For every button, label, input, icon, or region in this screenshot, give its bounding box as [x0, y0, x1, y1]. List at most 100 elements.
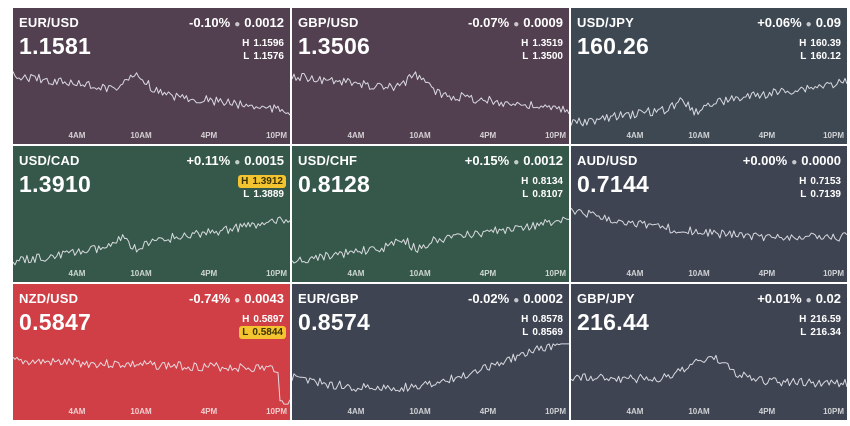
low-value: L 1.3500	[522, 51, 563, 62]
percent-change: -0.10%	[188, 15, 231, 30]
percent-change: +0.06%	[757, 15, 802, 30]
price-sparkline	[571, 354, 847, 388]
high-value: H 1.3519	[521, 38, 563, 49]
high-value: H 1.1596	[242, 38, 284, 49]
currency-tile-eur-gbp[interactable]: EUR/GBP -0.02% ● 0.0002 0.8574 H 0.8578 L 0.…	[292, 284, 569, 420]
sparkline-line	[13, 71, 290, 116]
axis-tick-10pm: 10PM	[823, 131, 844, 140]
axis-tick-4am: 4AM	[68, 407, 86, 416]
change-readout: +0.00% ● 0.0000	[743, 153, 841, 168]
sparkline-line	[292, 216, 569, 264]
pair-label: USD/CAD	[19, 153, 80, 168]
price-sparkline	[13, 356, 290, 405]
currency-tile-usd-jpy[interactable]: USD/JPY +0.06% ● 0.09 160.26 H 160.39 L 160.…	[571, 8, 847, 144]
change-readout: +0.15% ● 0.0012	[465, 153, 563, 168]
axis-tick-10am: 10AM	[130, 131, 152, 140]
sparkline-line	[13, 356, 290, 405]
axis-tick-4pm: 4PM	[758, 407, 776, 416]
change-readout: -0.02% ● 0.0002	[468, 291, 563, 306]
low-value: L 1.1576	[243, 51, 284, 62]
axis-tick-10am: 10AM	[688, 131, 710, 140]
currency-tile-usd-chf[interactable]: USD/CHF +0.15% ● 0.0012 0.8128 H 0.8134 L 0.…	[292, 146, 569, 282]
price-sparkline	[292, 216, 569, 264]
axis-tick-4pm: 4PM	[479, 131, 497, 140]
time-axis: 4AM 10AM 4PM 10PM	[13, 131, 290, 142]
axis-tick-10pm: 10PM	[545, 269, 566, 278]
sparkline-line	[13, 216, 290, 266]
axis-tick-10am: 10AM	[130, 407, 152, 416]
separator-dot-icon: ●	[791, 157, 798, 168]
axis-tick-4am: 4AM	[626, 131, 644, 140]
absolute-change: 0.0015	[244, 153, 284, 168]
axis-tick-4am: 4AM	[347, 131, 365, 140]
axis-tick-4pm: 4PM	[758, 269, 776, 278]
axis-tick-10pm: 10PM	[823, 407, 844, 416]
time-axis: 4AM 10AM 4PM 10PM	[571, 407, 847, 418]
percent-change: +0.00%	[742, 153, 788, 168]
pair-label: NZD/USD	[19, 291, 79, 306]
current-price: 0.7144	[577, 171, 650, 197]
sparkline-line	[571, 354, 847, 388]
axis-tick-4pm: 4PM	[200, 269, 218, 278]
axis-tick-4am: 4AM	[68, 131, 86, 140]
currency-tile-gbp-usd[interactable]: GBP/USD -0.07% ● 0.0009 1.3506 H 1.3519 L 1.…	[292, 8, 569, 144]
currency-tile-eur-usd[interactable]: EUR/USD -0.10% ● 0.0012 1.1581 H 1.1596 L 1.…	[13, 8, 290, 144]
price-sparkline	[571, 207, 847, 242]
absolute-change: 0.09	[815, 15, 841, 30]
time-axis: 4AM 10AM 4PM 10PM	[571, 269, 847, 280]
current-price: 216.44	[577, 309, 650, 335]
separator-dot-icon: ●	[234, 295, 241, 306]
axis-tick-4am: 4AM	[347, 269, 365, 278]
price-sparkline	[571, 77, 847, 127]
change-readout: -0.07% ● 0.0009	[468, 15, 563, 30]
currency-grid: EUR/USD -0.10% ● 0.0012 1.1581 H 1.1596 L 1.…	[13, 8, 847, 422]
separator-dot-icon: ●	[234, 19, 241, 30]
currency-tile-aud-usd[interactable]: AUD/USD +0.00% ● 0.0000 0.7144 H 0.7153 L 0.…	[571, 146, 847, 282]
change-readout: +0.01% ● 0.02	[757, 291, 841, 306]
currency-tile-usd-cad[interactable]: USD/CAD +0.11% ● 0.0015 1.3910 H 1.3912 L 1.…	[13, 146, 290, 282]
high-value: H 160.39	[799, 38, 841, 49]
axis-tick-10am: 10AM	[688, 269, 710, 278]
time-axis: 4AM 10AM 4PM 10PM	[292, 269, 569, 280]
change-readout: -0.10% ● 0.0012	[189, 15, 284, 30]
axis-tick-10pm: 10PM	[545, 131, 566, 140]
axis-tick-4pm: 4PM	[479, 269, 497, 278]
currency-tile-gbp-jpy[interactable]: GBP/JPY +0.01% ● 0.02 216.44 H 216.59 L 216.…	[571, 284, 847, 420]
percent-change: +0.11%	[186, 153, 231, 168]
pair-label: GBP/USD	[298, 15, 359, 30]
absolute-change: 0.0000	[801, 153, 841, 168]
percent-change: +0.01%	[757, 291, 802, 306]
pair-label: AUD/USD	[577, 153, 638, 168]
high-value: H 1.3912	[238, 175, 286, 188]
axis-tick-10am: 10AM	[688, 407, 710, 416]
low-value: L 1.3889	[243, 189, 284, 200]
pair-label: USD/CHF	[298, 153, 358, 168]
axis-tick-4am: 4AM	[626, 269, 644, 278]
change-readout: +0.11% ● 0.0015	[186, 153, 284, 168]
axis-tick-4pm: 4PM	[200, 131, 218, 140]
currency-tile-nzd-usd[interactable]: NZD/USD -0.74% ● 0.0043 0.5847 H 0.5897 L 0.…	[13, 284, 290, 420]
separator-dot-icon: ●	[513, 19, 520, 30]
price-sparkline	[292, 71, 569, 115]
current-price: 1.1581	[19, 33, 92, 59]
low-value: L 216.34	[800, 327, 841, 338]
change-readout: +0.06% ● 0.09	[757, 15, 841, 30]
separator-dot-icon: ●	[805, 19, 812, 30]
high-value: H 216.59	[799, 314, 841, 325]
time-axis: 4AM 10AM 4PM 10PM	[571, 131, 847, 142]
current-price: 0.5847	[19, 309, 92, 335]
high-value: H 0.7153	[799, 176, 841, 187]
time-axis: 4AM 10AM 4PM 10PM	[292, 407, 569, 418]
percent-change: +0.15%	[464, 153, 510, 168]
axis-tick-10pm: 10PM	[266, 131, 287, 140]
absolute-change: 0.0012	[244, 15, 284, 30]
separator-dot-icon: ●	[234, 157, 241, 168]
time-axis: 4AM 10AM 4PM 10PM	[13, 407, 290, 418]
low-value: L 0.8569	[522, 327, 563, 338]
axis-tick-4pm: 4PM	[758, 131, 776, 140]
absolute-change: 0.0043	[244, 291, 284, 306]
separator-dot-icon: ●	[513, 295, 520, 306]
axis-tick-10pm: 10PM	[823, 269, 844, 278]
price-sparkline	[292, 343, 569, 392]
sparkline-line	[571, 207, 847, 242]
